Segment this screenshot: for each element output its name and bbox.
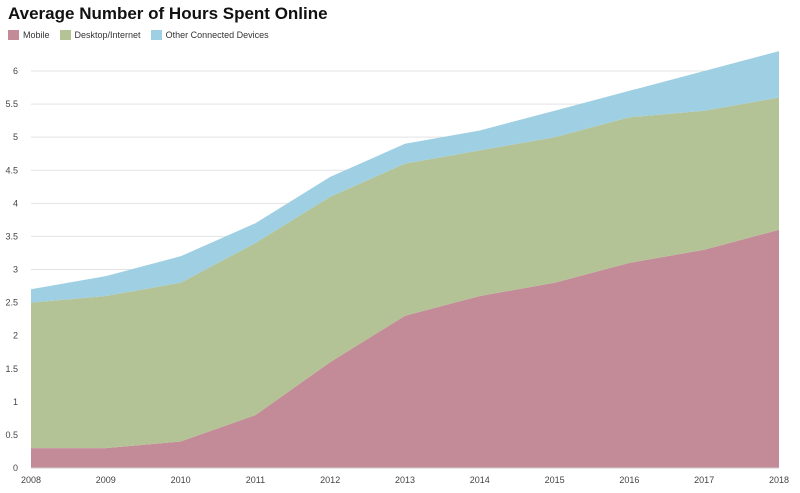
- y-tick-label: 5: [13, 132, 18, 142]
- y-tick-label: 3: [13, 265, 18, 275]
- x-tick-label: 2008: [21, 475, 41, 485]
- x-tick-label: 2016: [619, 475, 639, 485]
- legend-label-desktop: Desktop/Internet: [74, 30, 141, 40]
- x-tick-label: 2009: [96, 475, 116, 485]
- y-tick-label: 6: [13, 66, 18, 76]
- y-tick-label: 0.5: [5, 430, 18, 440]
- area-series-0: [31, 229, 779, 468]
- y-tick-label: 4: [13, 198, 18, 208]
- legend: Mobile Desktop/Internet Other Connected …: [8, 30, 269, 40]
- y-tick-label: 5.5: [5, 99, 18, 109]
- area-series-1: [31, 97, 779, 449]
- legend-swatch-other: [150, 30, 162, 40]
- x-tick-label: 2018: [769, 475, 789, 485]
- x-tick-label: 2012: [320, 475, 340, 485]
- legend-item-mobile: Mobile: [8, 30, 50, 40]
- legend-label-mobile: Mobile: [23, 30, 50, 40]
- legend-item-desktop: Desktop/Internet: [59, 30, 141, 40]
- x-tick-label: 2014: [470, 475, 490, 485]
- y-tick-label: 2: [13, 331, 18, 341]
- y-tick-label: 1.5: [5, 364, 18, 374]
- legend-swatch-mobile: [8, 30, 19, 40]
- y-tick-label: 2.5: [5, 298, 18, 308]
- legend-item-other: Other Connected Devices: [150, 30, 269, 40]
- chart-title: Average Number of Hours Spent Online: [8, 4, 328, 23]
- x-tick-label: 2017: [694, 475, 714, 485]
- area-series-2: [31, 51, 779, 303]
- x-tick-label: 2013: [395, 475, 415, 485]
- y-tick-label: 4.5: [5, 165, 18, 175]
- x-tick-label: 2011: [246, 475, 265, 485]
- y-tick-label: 3.5: [5, 231, 18, 241]
- legend-swatch-desktop: [59, 30, 71, 40]
- legend-label-other: Other Connected Devices: [165, 30, 269, 40]
- y-tick-label: 0: [13, 463, 18, 473]
- x-tick-label: 2010: [171, 475, 191, 485]
- x-tick-label: 2015: [545, 475, 565, 485]
- y-tick-label: 1: [13, 397, 18, 407]
